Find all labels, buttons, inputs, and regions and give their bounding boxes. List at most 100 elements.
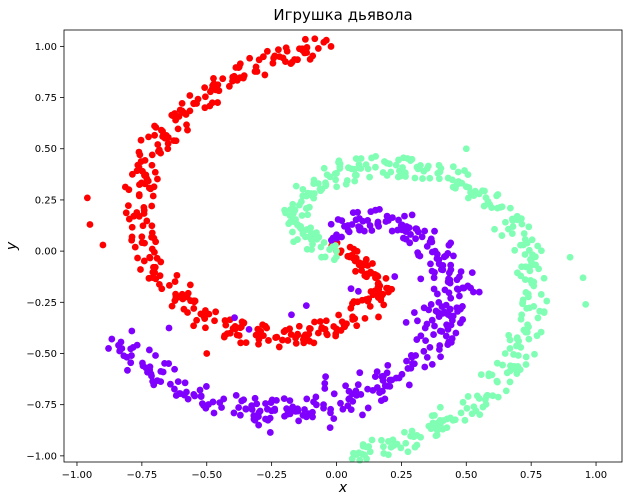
points-layer <box>83 35 590 464</box>
scatter-point <box>470 288 477 296</box>
scatter-point <box>488 204 496 212</box>
scatter-point <box>154 175 161 183</box>
scatter-point <box>115 341 122 349</box>
scatter-point <box>333 183 341 191</box>
scatter-point <box>337 399 344 407</box>
scatter-point <box>364 385 372 393</box>
scatter-point <box>342 382 349 390</box>
scatter-point <box>143 217 151 225</box>
scatter-point <box>384 451 392 459</box>
scatter-point <box>508 215 516 223</box>
scatter-point <box>366 173 374 181</box>
scatter-point <box>299 185 307 193</box>
scatter-point <box>303 395 311 403</box>
scatter-point <box>527 262 535 269</box>
scatter-point <box>263 47 271 55</box>
scatter-point <box>321 379 329 387</box>
scatter-point <box>410 309 418 316</box>
scatter-point <box>174 293 181 301</box>
scatter-point <box>382 274 390 282</box>
y-tick-label: 0.25 <box>35 195 57 206</box>
scatter-point <box>327 43 335 50</box>
scatter-point <box>579 274 587 282</box>
scatter-point <box>250 415 258 423</box>
scatter-point <box>395 216 402 224</box>
scatter-point <box>511 365 519 373</box>
scatter-point <box>446 306 454 313</box>
scatter-point <box>363 455 371 463</box>
scatter-point <box>404 365 412 372</box>
scatter-point <box>411 174 419 182</box>
scatter-point <box>200 402 208 410</box>
scatter-point <box>295 417 303 425</box>
scatter-point <box>349 390 356 398</box>
scatter-point <box>384 361 392 369</box>
scatter-point <box>427 260 434 268</box>
scatter-point <box>345 228 353 236</box>
scatter-point <box>369 386 377 394</box>
scatter-point <box>313 235 321 243</box>
scatter-point <box>399 164 406 171</box>
scatter-point <box>520 230 528 237</box>
scatter-point <box>494 393 502 401</box>
scatter-point <box>358 267 365 274</box>
scatter-point <box>534 314 542 322</box>
scatter-point <box>161 134 169 142</box>
scatter-point <box>345 395 353 403</box>
scatter-point <box>355 161 363 168</box>
scatter-point <box>380 301 388 309</box>
scatter-point <box>482 400 490 408</box>
scatter-point <box>475 395 483 402</box>
scatter-point <box>417 433 425 441</box>
scatter-point <box>165 360 173 367</box>
scatter-point <box>196 386 204 394</box>
scatter-point <box>127 359 135 367</box>
scatter-point <box>311 318 318 326</box>
scatter-point <box>138 233 146 241</box>
scatter-point <box>178 99 186 107</box>
scatter-point <box>86 221 94 228</box>
scatter-point <box>535 265 543 273</box>
scatter-point <box>165 282 173 289</box>
scatter-point <box>105 345 112 352</box>
scatter-point <box>262 415 269 423</box>
scatter-point <box>344 222 352 229</box>
scatter-point <box>236 411 244 419</box>
scatter-point <box>190 305 198 312</box>
scatter-point <box>356 369 364 377</box>
scatter-point <box>233 331 241 339</box>
scatter-point <box>499 361 506 369</box>
scatter-point <box>215 87 223 95</box>
scatter-point <box>410 433 418 441</box>
scatter-point <box>447 239 455 247</box>
scatter-point <box>408 211 416 219</box>
scatter-point <box>404 448 412 456</box>
scatter-point <box>525 335 533 343</box>
scatter-point <box>131 243 139 251</box>
scatter-point <box>351 177 359 185</box>
y-axis: 1.00 0.75 0.50 0.25 0.00 −0.25 −0.50 −0.75 −1.00 <box>26 42 64 462</box>
scatter-point <box>350 245 358 253</box>
scatter-point <box>288 311 295 319</box>
y-axis-title: y <box>4 241 20 251</box>
scatter-point <box>333 325 340 333</box>
scatter-point <box>343 177 351 184</box>
scatter-point <box>350 298 358 305</box>
scatter-point <box>386 376 394 384</box>
scatter-point <box>509 223 517 230</box>
scatter-point <box>422 337 429 345</box>
scatter-point <box>253 68 261 75</box>
scatter-point <box>464 393 472 400</box>
scatter-point <box>401 428 408 436</box>
scatter-point <box>483 391 491 399</box>
scatter-point <box>379 377 387 384</box>
scatter-point <box>431 227 438 235</box>
scatter-point <box>449 416 457 424</box>
scatter-point <box>448 335 456 342</box>
scatter-point <box>255 340 262 348</box>
scatter-point <box>375 286 383 294</box>
scatter-point <box>176 390 184 398</box>
scatter-point <box>348 165 356 173</box>
scatter-point <box>322 317 330 325</box>
scatter-point <box>197 392 205 400</box>
